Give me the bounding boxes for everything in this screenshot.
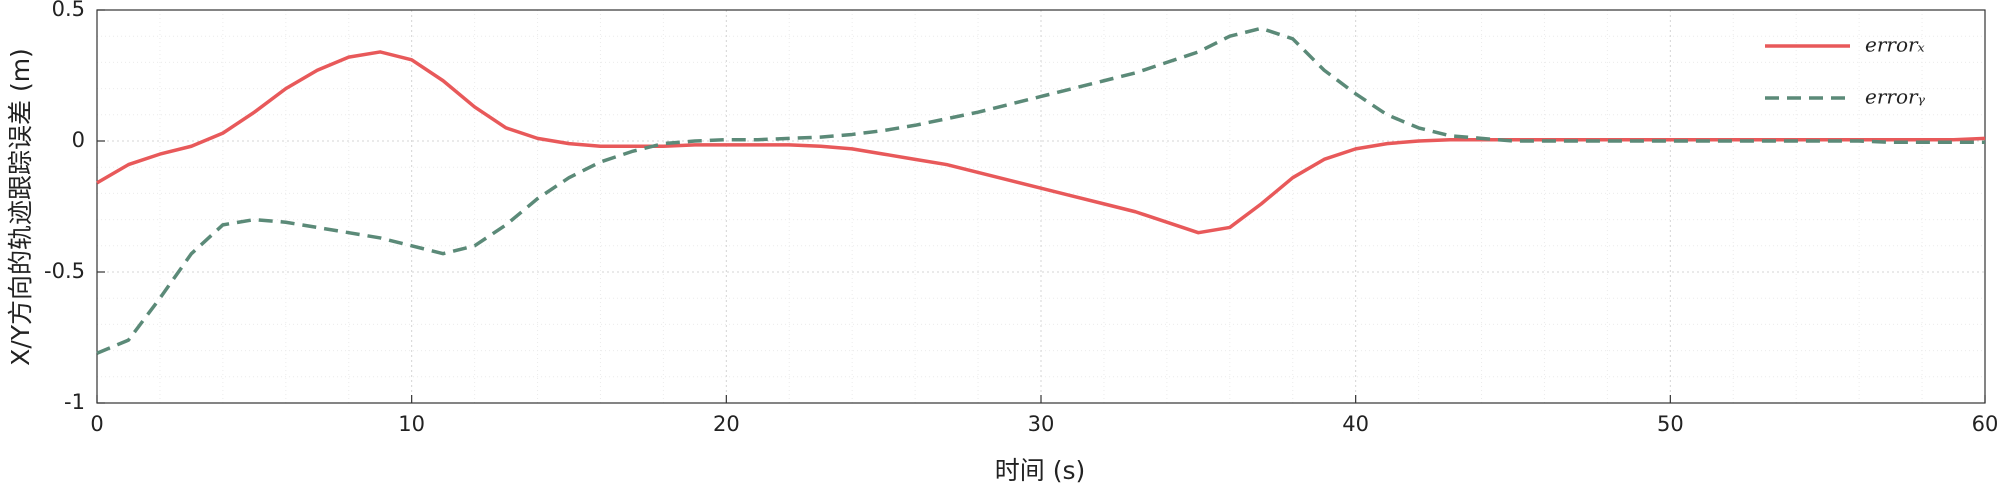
y-tick-label: -0.5: [44, 259, 85, 283]
series-line: [96, 50, 1986, 235]
x-tick-label: 30: [1028, 412, 1055, 436]
x-tick-label: 40: [1342, 412, 1369, 436]
x-tick-label: 0: [90, 412, 103, 436]
legend-label: errorₓ: [1865, 33, 1925, 57]
x-tick-label: 60: [1972, 412, 1999, 436]
x-tick-label: 10: [398, 412, 425, 436]
plot-frame: [96, 9, 1986, 404]
x-axis-label: 时间 (s): [995, 456, 1085, 485]
legend-label: errorᵧ: [1865, 85, 1926, 109]
series-line: [96, 26, 1985, 355]
x-tick-label: 20: [713, 412, 740, 436]
y-tick-label: 0.5: [52, 0, 85, 21]
y-tick-label: 0: [72, 128, 85, 152]
x-tick-label: 50: [1657, 412, 1684, 436]
y-axis-label: X/Y方向的轨迹跟踪误差 (m): [6, 48, 35, 366]
y-tick-label: -1: [64, 390, 85, 414]
